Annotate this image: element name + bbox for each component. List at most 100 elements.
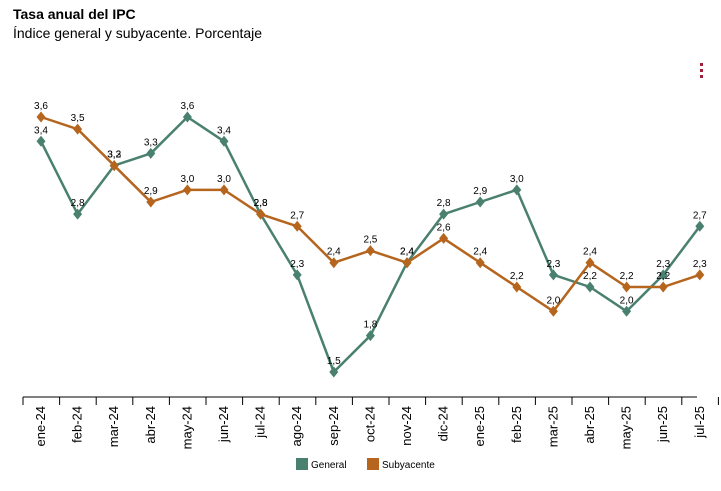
data-point xyxy=(256,208,266,220)
data-label: 2,4 xyxy=(327,247,341,258)
x-tick-label: ene-24 xyxy=(33,406,48,446)
data-point xyxy=(146,196,156,208)
data-point xyxy=(548,305,558,317)
x-tick-label: may-25 xyxy=(619,406,634,449)
x-tick-label: abr-25 xyxy=(582,406,597,444)
data-point xyxy=(329,257,339,269)
data-point xyxy=(329,366,339,378)
data-point xyxy=(402,257,412,269)
data-point xyxy=(292,220,302,232)
data-label: 2,8 xyxy=(437,198,451,209)
data-label: 2,3 xyxy=(290,259,304,270)
data-label: 2,9 xyxy=(473,186,487,197)
data-point xyxy=(585,281,595,293)
legend-swatch xyxy=(367,458,379,470)
data-label: 2,4 xyxy=(583,247,597,258)
data-label: 3,3 xyxy=(144,137,158,148)
data-label: 2,4 xyxy=(400,247,414,258)
data-label: 1,5 xyxy=(327,356,341,367)
x-tick-label: mar-24 xyxy=(106,406,121,447)
data-point xyxy=(36,111,46,123)
chart-menu-icon[interactable] xyxy=(700,63,704,81)
x-tick-label: jun-24 xyxy=(216,406,231,443)
data-point xyxy=(622,305,632,317)
data-point xyxy=(365,245,375,257)
x-tick-label: sep-24 xyxy=(326,406,341,446)
data-point xyxy=(439,208,449,220)
x-tick-label: feb-24 xyxy=(70,406,85,443)
x-tick-label: may-24 xyxy=(179,406,194,449)
data-point xyxy=(36,135,46,147)
data-point xyxy=(512,184,522,196)
data-label: 2,3 xyxy=(546,259,560,270)
x-tick-label: dic-24 xyxy=(436,406,451,441)
data-label: 1,8 xyxy=(363,320,377,331)
data-point xyxy=(658,269,668,281)
data-label: 2,2 xyxy=(510,271,524,282)
x-tick-label: mar-25 xyxy=(545,406,560,447)
data-label: 2,4 xyxy=(473,247,487,258)
data-point xyxy=(695,220,705,232)
data-label: 2,8 xyxy=(254,198,268,209)
legend-label: General xyxy=(311,460,347,471)
data-point xyxy=(475,196,485,208)
data-label: 3,0 xyxy=(510,174,524,185)
data-label: 2,0 xyxy=(546,295,560,306)
data-point xyxy=(548,269,558,281)
data-label: 2,4 xyxy=(400,247,414,258)
data-point xyxy=(182,111,192,123)
data-label: 2,7 xyxy=(693,210,707,221)
x-tick-label: feb-25 xyxy=(509,406,524,443)
data-label: 3,2 xyxy=(107,150,121,161)
data-point xyxy=(512,281,522,293)
chart-subtitle: Índice general y subyacente. Porcentaje xyxy=(13,25,263,41)
data-label: 3,6 xyxy=(180,101,194,112)
data-label: 3,0 xyxy=(180,174,194,185)
data-label: 2,2 xyxy=(620,271,634,282)
data-label: 2,2 xyxy=(656,271,670,282)
data-point xyxy=(73,123,83,135)
data-label: 3,4 xyxy=(217,125,231,136)
data-point xyxy=(695,269,705,281)
data-label: 2,7 xyxy=(290,210,304,221)
data-point xyxy=(292,269,302,281)
series-line-subyacente xyxy=(40,115,701,313)
data-label: 3,5 xyxy=(71,113,85,124)
data-point xyxy=(219,184,229,196)
x-tick-label: jun-25 xyxy=(655,406,670,443)
data-label: 2,6 xyxy=(437,222,451,233)
x-tick-label: jul-25 xyxy=(692,406,707,439)
x-tick-label: ago-24 xyxy=(289,406,304,446)
data-label: 2,8 xyxy=(254,198,268,209)
data-label: 2,3 xyxy=(656,259,670,270)
data-point xyxy=(219,135,229,147)
x-tick-label: nov-24 xyxy=(399,406,414,446)
data-point xyxy=(182,184,192,196)
data-point xyxy=(109,160,119,172)
data-label: 2,3 xyxy=(693,259,707,270)
data-label: 3,0 xyxy=(217,174,231,185)
data-label: 2,2 xyxy=(583,271,597,282)
chart-title: Tasa anual del IPC xyxy=(13,6,136,22)
x-tick-label: jul-24 xyxy=(253,406,268,439)
data-label: 2,9 xyxy=(144,186,158,197)
x-tick-label: oct-24 xyxy=(362,406,377,442)
data-point xyxy=(622,281,632,293)
legend-swatch xyxy=(296,458,308,470)
data-point xyxy=(439,232,449,244)
data-label: 3,6 xyxy=(34,101,48,112)
data-label: 2,0 xyxy=(620,295,634,306)
x-tick-label: ene-25 xyxy=(472,406,487,446)
data-label: 3,4 xyxy=(34,125,48,136)
data-point xyxy=(658,281,668,293)
data-label: 3,3 xyxy=(107,150,121,161)
data-point xyxy=(146,147,156,159)
data-label: 2,8 xyxy=(71,198,85,209)
data-label: 2,5 xyxy=(363,235,377,246)
data-point xyxy=(475,257,485,269)
x-tick-label: abr-24 xyxy=(143,406,158,444)
legend-label: Subyacente xyxy=(382,460,435,471)
data-point xyxy=(365,330,375,342)
data-point xyxy=(585,257,595,269)
